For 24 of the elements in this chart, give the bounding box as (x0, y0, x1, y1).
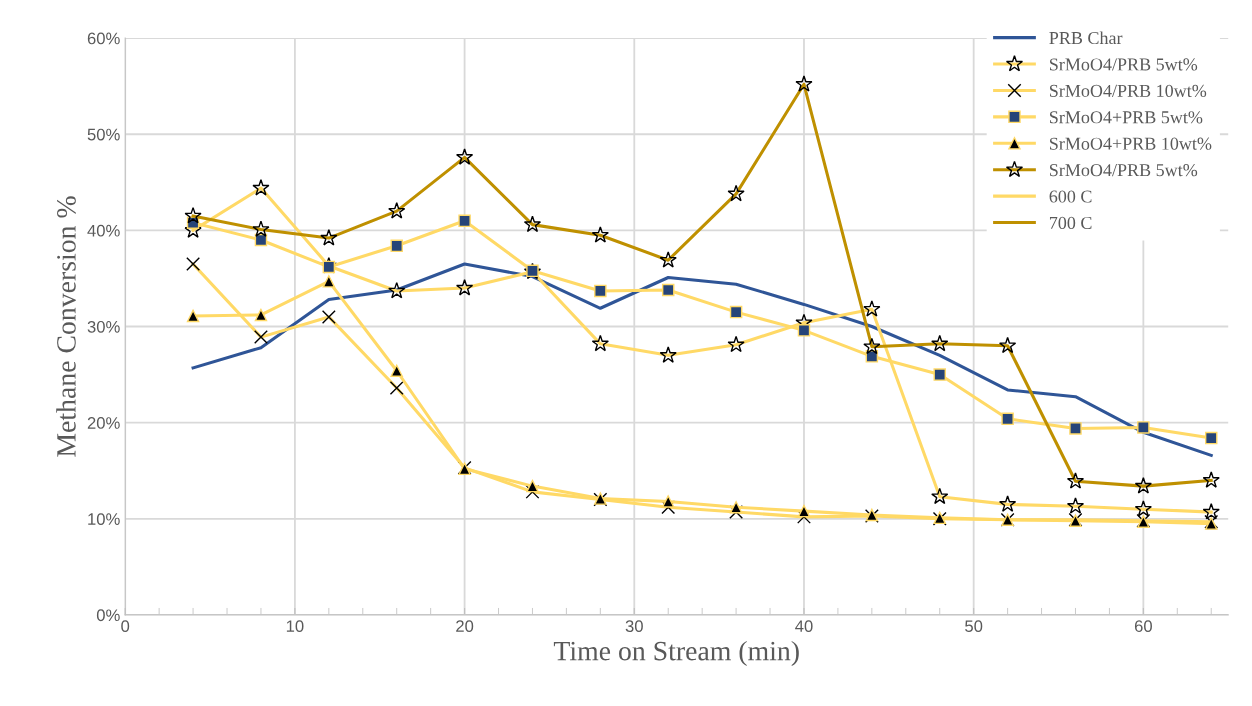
legend-label: SrMoO4+PRB 10wt% (1049, 137, 1212, 150)
x-tick-label: 10 (286, 620, 304, 633)
legend-label: SrMoO4/PRB 10wt% (1049, 84, 1207, 98)
x-tick-label: 20 (456, 620, 474, 633)
x-tick-label: 50 (965, 620, 983, 633)
legend-label: 700 C (1049, 216, 1092, 230)
x-tick-label: 60 (1134, 620, 1152, 633)
y-tick-label: 20% (87, 417, 120, 429)
legend-label: SrMoO4/PRB 5wt% (1049, 58, 1198, 71)
y-tick-label: 60% (87, 32, 120, 45)
legend-label: SrMoO4/PRB 5wt% (1049, 164, 1198, 177)
x-tick-label: 30 (625, 620, 643, 633)
x-tick-label: 0 (121, 620, 130, 633)
y-tick-label: 40% (87, 224, 120, 237)
x-axis-title: Time on Stream (min) (553, 640, 799, 667)
legend-label: PRB Char (1049, 31, 1123, 45)
x-tick-label: 40 (795, 620, 813, 633)
y-tick-label: 50% (87, 128, 120, 141)
y-tick-label: 30% (87, 320, 120, 333)
legend-label: SrMoO4+PRB 5wt% (1049, 111, 1203, 124)
legend-label: 600 C (1049, 190, 1092, 203)
y-tick-label: 10% (88, 513, 120, 525)
y-tick-label: 0% (96, 609, 120, 622)
y-axis-title: Methane Conversion % (56, 196, 76, 457)
